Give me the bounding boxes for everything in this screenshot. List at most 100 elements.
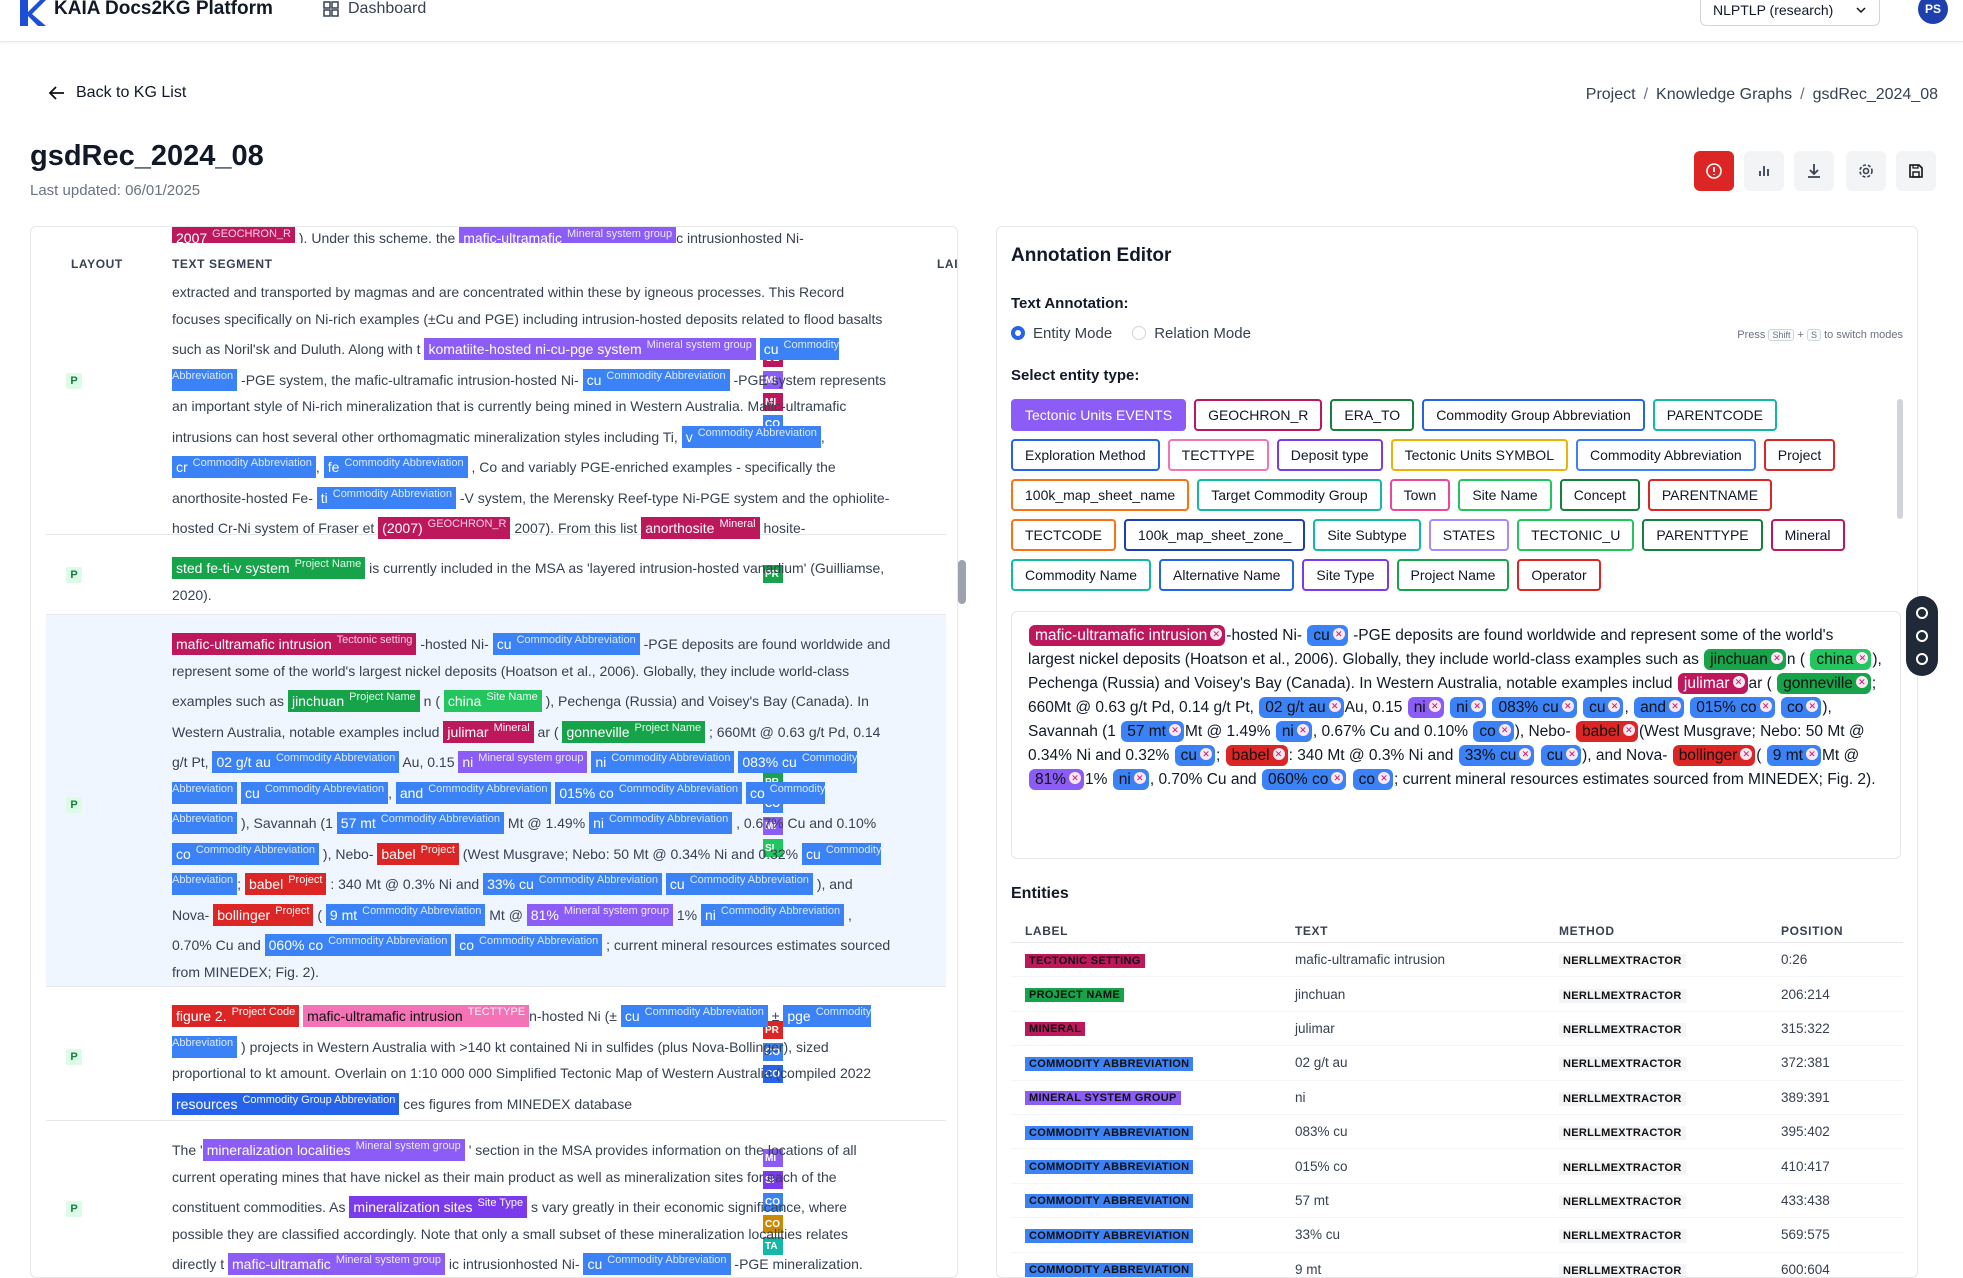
- entity-chip[interactable]: 33% cu: [1458, 745, 1535, 766]
- entity-mode-radio[interactable]: Entity Mode: [1011, 325, 1112, 342]
- dashboard-link[interactable]: Dashboard: [322, 0, 426, 18]
- entity-highlight[interactable]: mafic-ultramafic Mineral system group: [228, 1253, 445, 1275]
- entity-highlight[interactable]: 57 mt Commodity Abbreviation: [336, 812, 505, 834]
- relation-mode-radio[interactable]: Relation Mode: [1132, 325, 1251, 342]
- list-icon[interactable]: [1916, 652, 1928, 665]
- entity-chip[interactable]: china: [1810, 649, 1872, 670]
- entity-highlight[interactable]: cu Commodity Abbreviation: [583, 1253, 731, 1275]
- entity-highlight[interactable]: cu Commodity Abbreviation: [492, 633, 640, 655]
- entity-highlight[interactable]: mafic-ultramafic intrusion TECTTYPE: [303, 1005, 530, 1027]
- table-row[interactable]: COMMODITY ABBREVIATION 02 g/t au NERLLMEXT…: [1011, 1046, 1903, 1081]
- entity-type-button[interactable]: Project Name: [1396, 559, 1510, 591]
- entity-type-button[interactable]: Town: [1389, 479, 1451, 511]
- entity-type-button[interactable]: PARENTCODE: [1652, 399, 1777, 431]
- entity-highlight[interactable]: julimar Mineral: [443, 720, 534, 743]
- text-segment[interactable]: sted fe-ti-v system Project Name is curre…: [172, 557, 885, 603]
- entity-type-button[interactable]: Commodity Group Abbreviation: [1422, 399, 1645, 431]
- entity-type-button[interactable]: Site Type: [1302, 559, 1389, 591]
- entity-type-button[interactable]: 100k_map_sheet_zone_: [1124, 519, 1306, 551]
- entity-type-button[interactable]: Tectonic Units SYMBOL: [1390, 439, 1568, 471]
- entity-chip[interactable]: cu: [1540, 745, 1582, 766]
- entity-type-button[interactable]: STATES: [1428, 519, 1510, 551]
- entity-chip[interactable]: bollinger: [1672, 745, 1756, 766]
- entity-type-button[interactable]: Project: [1763, 439, 1836, 471]
- entity-highlight[interactable]: 02 g/t au Commodity Abbreviation: [212, 751, 400, 773]
- entity-highlight[interactable]: babel Project: [377, 842, 459, 865]
- entity-chip[interactable]: 083% cu: [1492, 697, 1577, 718]
- entity-highlight[interactable]: fe Commodity Abbreviation: [323, 456, 468, 478]
- entity-highlight[interactable]: mineralization localities Mineral system …: [202, 1139, 465, 1161]
- brand-name[interactable]: KAIA Docs2KG Platform: [54, 0, 273, 19]
- user-avatar[interactable]: PS: [1918, 0, 1948, 24]
- table-row[interactable]: COMMODITY ABBREVIATION 33% cu NERLLMEXTRAC…: [1011, 1218, 1903, 1253]
- entity-highlight[interactable]: cr Commodity Abbreviation: [172, 456, 316, 478]
- entity-type-button[interactable]: Commodity Abbreviation: [1575, 439, 1756, 471]
- entity-chip[interactable]: cu: [1174, 745, 1216, 766]
- entity-highlight[interactable]: 060% co Commodity Abbreviation: [264, 934, 452, 956]
- entity-chip[interactable]: 81%: [1029, 769, 1085, 790]
- entity-highlight[interactable]: gonneville Project Name: [562, 720, 706, 743]
- entity-type-button[interactable]: GEOCHRON_R: [1194, 399, 1323, 431]
- text-segment[interactable]: extracted and transported by magmas and …: [172, 279, 892, 542]
- entity-type-button[interactable]: Operator: [1517, 559, 1601, 591]
- entity-highlight[interactable]: mafic-ultramafic Mineral system group: [459, 227, 677, 243]
- entity-type-button[interactable]: Alternative Name: [1159, 559, 1295, 591]
- entity-type-button[interactable]: 100k_map_sheet_name: [1011, 479, 1190, 511]
- alert-button[interactable]: [1694, 151, 1734, 191]
- entity-highlight[interactable]: ti Commodity Abbreviation: [316, 486, 456, 509]
- entity-chip[interactable]: babel: [1225, 745, 1288, 766]
- entity-highlight[interactable]: cu Commodity Abbreviation: [620, 1005, 768, 1027]
- entity-chip[interactable]: mafic-ultramafic intrusion: [1029, 625, 1226, 646]
- entity-highlight[interactable]: mafic-ultramafic intrusion Tectonic setti…: [172, 633, 417, 655]
- entity-highlight[interactable]: figure 2. Project Code: [172, 1005, 300, 1027]
- table-row[interactable]: COMMODITY ABBREVIATION 083% cu NERLLMEXTRA…: [1011, 1115, 1903, 1150]
- entity-type-button[interactable]: Commodity Name: [1011, 559, 1152, 591]
- entity-highlight[interactable]: ni Commodity Abbreviation: [589, 812, 733, 834]
- comment-icon[interactable]: [1916, 607, 1928, 620]
- entity-highlight[interactable]: v Commodity Abbreviation: [681, 425, 821, 448]
- stats-button[interactable]: [1744, 151, 1784, 191]
- entity-type-button[interactable]: Mineral: [1770, 519, 1845, 551]
- entity-chip[interactable]: 57 mt: [1121, 721, 1184, 742]
- entity-chip[interactable]: 9 mt: [1766, 745, 1821, 766]
- entity-highlight[interactable]: ni Mineral system group: [458, 751, 588, 773]
- entity-highlight[interactable]: ni Commodity Abbreviation: [591, 751, 735, 773]
- entity-chip[interactable]: ni: [1112, 769, 1149, 790]
- entity-highlight[interactable]: co Commodity Abbreviation: [455, 934, 603, 956]
- entity-highlight[interactable]: cu Commodity Abbreviation: [582, 368, 730, 391]
- view-icon[interactable]: [1916, 629, 1928, 642]
- entity-highlight[interactable]: sted fe-ti-v system Project Name: [172, 557, 366, 579]
- segment-row[interactable]: P PR: [46, 535, 946, 615]
- entity-chip[interactable]: jinchuan: [1704, 649, 1786, 670]
- table-row[interactable]: MINERAL SYSTEM GROUP ni NERLLMEXTRACTOR 389…: [1011, 1081, 1903, 1115]
- entity-type-button[interactable]: TECTTYPE: [1167, 439, 1269, 471]
- entity-chip[interactable]: ni: [1450, 697, 1487, 718]
- entity-highlight[interactable]: china Site Name: [443, 690, 542, 712]
- entity-highlight[interactable]: ni Commodity Abbreviation: [701, 903, 845, 926]
- entity-type-button[interactable]: PARENTTYPE: [1642, 519, 1763, 551]
- entity-type-button[interactable]: Site Subtype: [1313, 519, 1421, 551]
- table-row[interactable]: COMMODITY ABBREVIATION 015% co NERLLMEXTRA…: [1011, 1149, 1903, 1184]
- settings-button[interactable]: [1846, 151, 1886, 191]
- org-selector[interactable]: NLPTLP (research): [1700, 0, 1880, 26]
- back-to-kg-list-button[interactable]: Back to KG List: [48, 84, 186, 102]
- entity-type-button[interactable]: Concept: [1559, 479, 1640, 511]
- entity-highlight[interactable]: 9 mt Commodity Abbreviation: [325, 903, 486, 926]
- entity-type-button[interactable]: Exploration Method: [1011, 439, 1160, 471]
- table-row[interactable]: TECTONIC SETTING mafic-ultramafic intrusi…: [1011, 943, 1903, 978]
- entity-chip[interactable]: co: [1352, 769, 1394, 790]
- text-segment[interactable]: The ' mineralization localities Mineral sy…: [172, 1133, 892, 1277]
- entity-highlight[interactable]: komatiite-hosted ni-cu-pge system Mineral…: [424, 338, 756, 360]
- entity-type-button[interactable]: TECTCODE: [1011, 519, 1116, 551]
- entity-chip[interactable]: babel: [1576, 721, 1638, 742]
- segment-row[interactable]: P MI SI CO CO TA: [46, 1121, 946, 1277]
- entity-chip[interactable]: cu: [1307, 625, 1348, 646]
- entity-chip[interactable]: gonneville: [1777, 673, 1871, 694]
- entity-highlight[interactable]: babel Project: [244, 873, 327, 895]
- entity-type-button[interactable]: PARENTNAME: [1647, 479, 1773, 511]
- entity-highlight[interactable]: resources Commodity Group Abbreviation: [172, 1092, 400, 1115]
- table-row[interactable]: MINERAL julimar NERLLMEXTRACTOR 315:322: [1011, 1012, 1903, 1047]
- entity-type-button[interactable]: TECTONIC_U: [1517, 519, 1635, 551]
- entity-highlight[interactable]: 33% cu Commodity Abbreviation: [483, 873, 663, 895]
- save-button[interactable]: [1896, 151, 1936, 191]
